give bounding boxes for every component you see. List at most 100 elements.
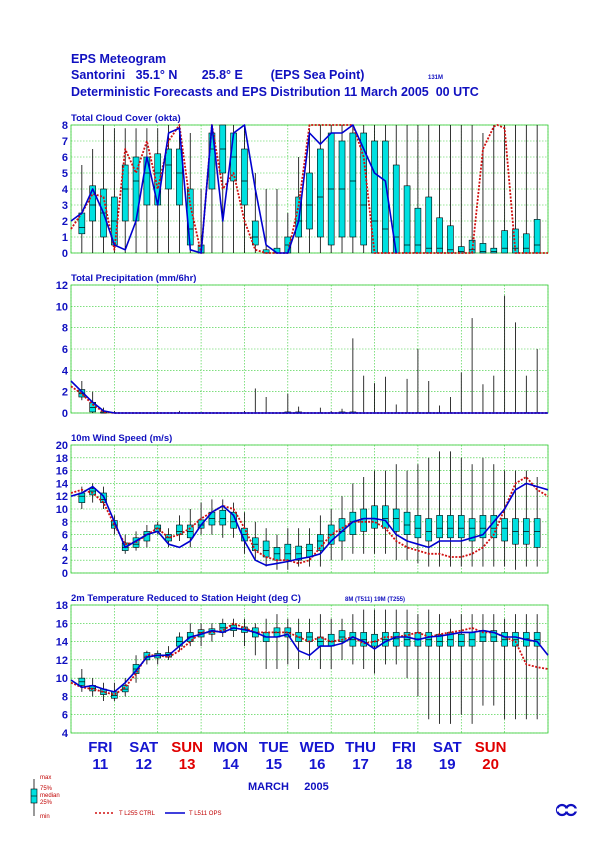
day-number: 15 [265,756,282,773]
eps-box [251,521,259,561]
eps-box [468,464,476,567]
eps-box [132,128,140,253]
iqr-box [295,545,302,561]
eps-box [403,470,411,561]
eps-box [490,125,498,254]
iqr-box [360,632,368,647]
iqr-box [371,505,378,529]
header-location: Santorini 35.1° N 25.8° E (EPS Sea Point… [71,68,364,82]
iqr-box [457,246,465,254]
eps-box [468,125,476,254]
eps-box [262,618,270,669]
y-tick-label: 6 [62,152,68,164]
eps-box [349,483,357,554]
day-number: 16 [309,756,326,773]
ctrl-line [70,385,548,414]
iqr-box [392,632,400,647]
day-number: 12 [135,756,152,773]
eps-box [317,614,324,669]
iqr-box [349,632,357,647]
day-name: FRI [88,739,112,756]
day-name: SUN [171,739,203,756]
legend-ops-label: T L511 OPS [189,811,221,817]
y-tick-label: 8 [62,691,68,703]
iqr-box [533,632,541,647]
panel-title-note: 8M (T511) 19M (T255) [345,597,405,603]
month-label: MARCH 2005 [248,781,329,793]
eps-box [403,609,411,679]
iqr-box [479,515,487,539]
ops-line [70,124,397,254]
iqr-box [447,515,454,539]
eps-box [523,614,530,720]
eps-box [392,464,400,561]
eps-box [457,125,465,254]
eps-box [111,128,118,253]
iqr-box [436,515,443,539]
eps-box [512,470,519,570]
eps-box [121,128,129,253]
y-tick-label: 8 [62,120,68,132]
day-name: SAT [433,739,462,756]
eps-box [512,614,519,720]
day-name: WED [300,739,335,756]
eps-box [317,515,324,567]
iqr-box [251,220,259,246]
y-tick-label: 10 [56,301,68,313]
eps-box [349,614,357,665]
iqr-box [317,148,324,238]
eps-box [425,457,433,567]
day-number: 20 [482,756,499,773]
eps-box [317,125,324,253]
y-tick-label: 8 [62,323,68,335]
iqr-box [338,630,346,642]
iqr-box [111,691,118,699]
eps-box [371,125,378,254]
eps-box [523,470,530,567]
eps-box [219,618,227,637]
eps-box [306,618,313,660]
legend-75: 75% [40,786,53,792]
plot-frame [70,444,549,574]
eps-box [360,609,368,669]
y-tick-label: 12 [56,280,68,292]
day-number: 13 [179,756,196,773]
eps-box [360,125,368,253]
iqr-box [414,515,422,539]
iqr-box [425,196,433,254]
panel-title: 2m Temperature Reduced to Station Height… [71,593,301,604]
eps-box [89,149,96,253]
iqr-box [479,243,487,254]
y-tick-label: 4 [62,365,69,377]
panel-title: 10m Wind Speed (m/s) [71,433,172,444]
iqr-box [165,148,172,190]
iqr-box [176,524,183,535]
eps-box [295,528,302,567]
day-number: 19 [439,756,456,773]
y-tick-label: 10 [56,673,68,685]
eps-box [100,125,107,253]
legend-max: max [40,775,51,781]
eps-box [501,618,508,720]
iqr-box [436,217,443,254]
day-number: 14 [222,756,239,773]
iqr-box [468,239,476,254]
iqr-box [262,540,270,558]
day-number: 18 [396,756,413,773]
y-tick-label: 4 [62,728,69,740]
eps-box [382,470,389,554]
day-name: SUN [475,739,507,756]
y-tick-label: 18 [56,453,68,465]
iqr-box [230,511,237,529]
ops-line [70,627,549,693]
eps-box [338,125,346,253]
eps-box [121,678,129,697]
ops-line [70,482,549,567]
grid [70,284,549,414]
eps-box [436,125,443,254]
iqr-box [403,511,411,535]
eps-box [262,528,270,567]
eps-box [490,614,498,706]
